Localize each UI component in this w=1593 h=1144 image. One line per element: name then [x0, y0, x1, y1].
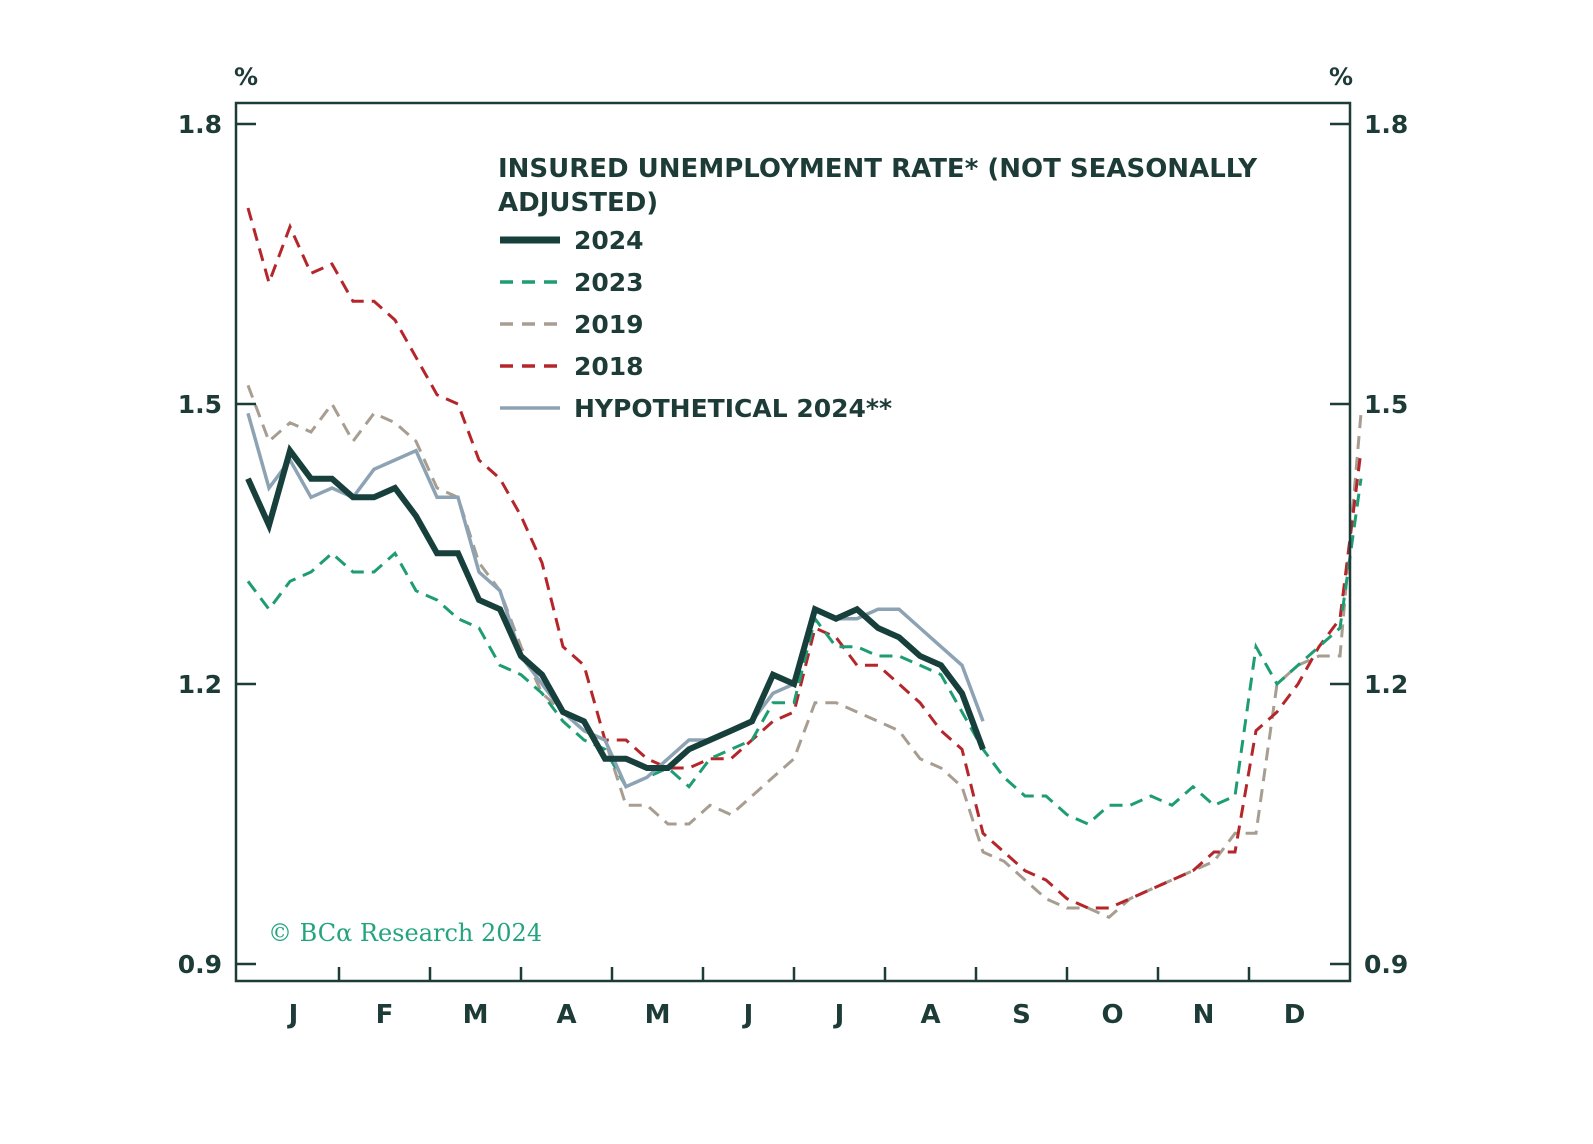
right-y-tick-label: 0.9: [1364, 950, 1408, 979]
left-unit-label: %: [234, 63, 258, 91]
left-y-tick-label: 0.9: [178, 950, 222, 979]
x-month-label: A: [920, 1000, 940, 1030]
x-month-label: N: [1193, 1000, 1215, 1030]
x-month-label: J: [833, 1000, 845, 1030]
x-month-label: O: [1101, 1000, 1123, 1030]
right-y-tick-label: 1.2: [1364, 670, 1408, 699]
x-month-label: S: [1012, 1000, 1031, 1030]
x-month-label: M: [463, 1000, 489, 1030]
series-line-hypothetical-2024: [246, 412, 985, 790]
legend-label: 2019: [574, 310, 644, 339]
x-month-label: D: [1284, 1000, 1306, 1030]
right-y-tick-label: 1.5: [1364, 390, 1408, 419]
series-line-2023: [246, 478, 1363, 826]
x-month-label: A: [556, 1000, 576, 1030]
copyright-text: © BCα Research 2024: [268, 919, 542, 947]
legend-label: HYPOTHETICAL 2024**: [574, 394, 892, 423]
left-y-tick-label: 1.5: [178, 390, 222, 419]
chart-title-line-1: INSURED UNEMPLOYMENT RATE* (NOT SEASONAL…: [498, 154, 1258, 184]
series-line-2024: [245, 444, 986, 771]
series-line-2018: [246, 207, 1363, 910]
right-unit-label: %: [1329, 63, 1353, 91]
right-y-tick-label: 1.8: [1364, 110, 1408, 139]
legend-label: 2023: [574, 268, 644, 297]
left-y-tick-label: 1.8: [178, 110, 222, 139]
x-month-label: M: [645, 1000, 671, 1030]
chart-title-line-2: ADJUSTED): [498, 188, 658, 218]
x-month-label: J: [287, 1000, 299, 1030]
x-month-label: J: [742, 1000, 754, 1030]
left-y-tick-label: 1.2: [178, 670, 222, 699]
legend: INSURED UNEMPLOYMENT RATE* (NOT SEASONAL…: [498, 154, 1258, 423]
x-month-label: F: [376, 1000, 394, 1030]
series-line-2019: [246, 384, 1363, 920]
plot-frame: [234, 101, 1352, 983]
legend-label: 2018: [574, 352, 644, 381]
legend-label: 2024: [574, 226, 644, 255]
